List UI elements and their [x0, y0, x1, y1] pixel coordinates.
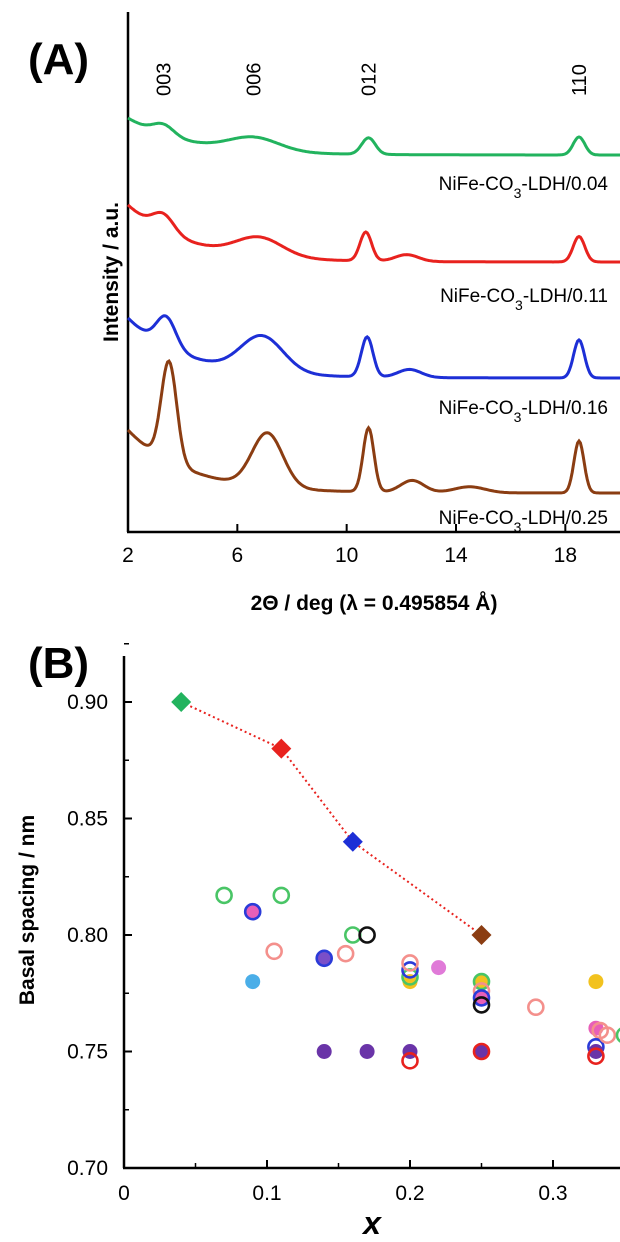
panel-a-series-labels: NiFe-CO3-LDH/0.04 NiFe-CO3-LDH/0.11 NiFe-C…: [439, 174, 609, 535]
panel-b-x-tick-label: 0.2: [395, 1182, 424, 1205]
panel-b-data-point: [588, 1044, 604, 1059]
panel-b-data-point: [527, 998, 545, 1017]
panel-a-series-curve: [126, 314, 620, 380]
panel-a-x-tick-label: 6: [231, 544, 243, 567]
panel-b-y-tick-label: 0.85: [67, 808, 108, 831]
panel-b-data-point: [587, 1047, 605, 1065]
panel-b-data-point: [243, 902, 262, 921]
panel-b-x-tick-label: 0.1: [252, 1182, 281, 1205]
panel-b-data-point: [401, 1052, 419, 1070]
panel-a-axes: [126, 12, 620, 534]
panel-b-data-point: [265, 942, 283, 961]
panel-a-series-curve: [126, 203, 620, 264]
panel-b-data-point: [431, 960, 447, 976]
panel-b-data-point: [336, 944, 355, 963]
panel-a-y-title: Intensity / a.u.: [100, 202, 123, 342]
panel-b-y-tick-label: 0.75: [67, 1041, 108, 1064]
panel-b-x-ticks: 0 0.1 0.2 0.3: [118, 1160, 568, 1205]
panel-a-series-label: NiFe-CO3-LDH/0.16: [439, 398, 608, 425]
panel-b-y-tick-label: 0.90: [67, 691, 108, 714]
panel-b-x-tick-label: 0.3: [538, 1182, 567, 1205]
panel-a-series-label: NiFe-CO3-LDH/0.25: [439, 508, 608, 535]
panel-b-data-point: [615, 1027, 620, 1043]
panel-a-x-tick-label: 10: [335, 544, 358, 567]
panel-a-x-title: 2Θ / deg (λ = 0.495854 Å): [251, 591, 498, 615]
panel-b-diamond-point: [271, 738, 292, 759]
panel-a-peak-label: 003: [154, 63, 176, 96]
panel-a-peak-label: 006: [244, 63, 266, 96]
panel-a-peak-label: 012: [359, 63, 381, 96]
panel-a-x-ticks: 2 6 10 14 18: [122, 524, 577, 567]
panel-b-data-point: [316, 1044, 332, 1059]
panel-a-peak-labels: 003 006 012 110: [154, 63, 591, 96]
panel-b-data-point: [472, 1042, 491, 1061]
panel-a-series-label: NiFe-CO3-LDH/0.11: [440, 286, 608, 313]
panel-b-diamond-point: [471, 925, 492, 945]
panel-a-label: (A): [28, 35, 89, 84]
panel-a-x-tick-label: 14: [444, 544, 468, 567]
panel-a-series-label: NiFe-CO3-LDH/0.04: [439, 174, 609, 201]
panel-b-diamond-point: [342, 831, 363, 852]
panel-b-trend-line: [180, 701, 483, 936]
panel-b-x-title: x: [361, 1205, 382, 1241]
panel-b-data-point: [245, 974, 261, 990]
panel-b-data-point: [401, 961, 419, 979]
panel-b-data-point: [598, 1026, 617, 1044]
panel-b-data-point: [272, 886, 291, 905]
panel-b-y-title: Basal spacing / nm: [16, 815, 39, 1005]
panel-b-data-point: [315, 949, 334, 968]
panel-b-data-point: [401, 954, 419, 972]
panel-b-axes: [122, 656, 620, 1170]
panel-b-diamond-point: [171, 692, 192, 712]
panel-b-data-point: [588, 974, 604, 990]
panel-a-series-curve: [126, 359, 620, 495]
panel-a-series-curve: [127, 116, 620, 157]
panel-b-y-ticks: 0.70 0.75 0.80 0.85 0.90: [67, 643, 132, 1180]
panel-b-data-point: [215, 886, 233, 905]
panel-a-x-tick-label: 2: [122, 544, 134, 567]
panel-b-data-point: [472, 972, 491, 991]
panel-b-label: (B): [28, 639, 89, 688]
panel-b-data-point: [472, 996, 491, 1014]
panel-a-curves: [126, 116, 620, 495]
panel-b-y-tick-label: 0.70: [67, 1157, 108, 1180]
panel-a-x-tick-label: 18: [554, 544, 577, 567]
panel-b-trend-path: [180, 701, 483, 936]
panel-b-data-point: [343, 926, 362, 944]
panel-a-peak-label: 110: [569, 64, 591, 96]
panel-b-x-tick-label: 0: [118, 1182, 130, 1205]
panel-b-data-point: [359, 1044, 375, 1059]
panel-b-y-tick-label: 0.80: [67, 924, 108, 947]
panel-b-literature-points: [215, 886, 620, 1070]
panel-b-sample-points: [171, 692, 492, 945]
panel-b-data-point: [358, 926, 376, 944]
